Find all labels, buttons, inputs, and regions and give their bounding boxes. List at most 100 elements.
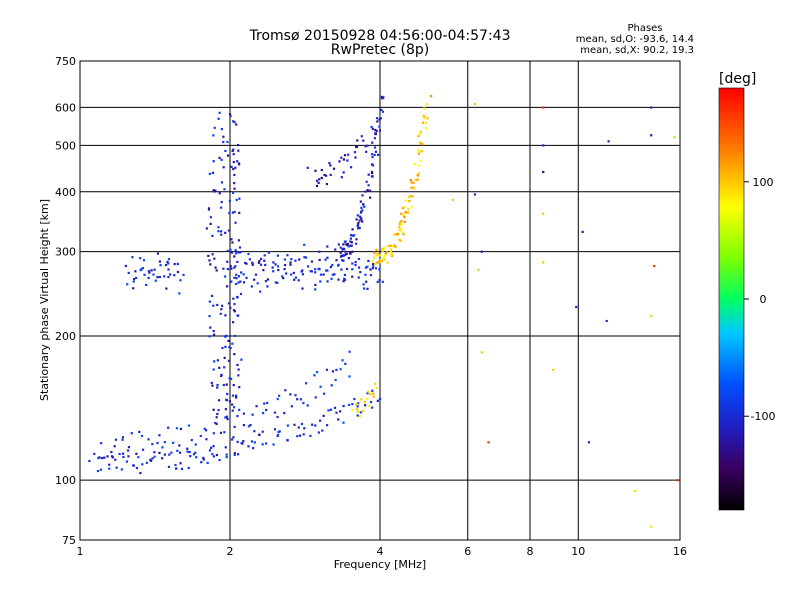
data-point <box>374 132 377 135</box>
data-point <box>357 221 360 225</box>
data-point <box>383 255 386 258</box>
data-point <box>163 275 166 278</box>
data-point <box>298 434 302 437</box>
data-point <box>383 247 386 250</box>
data-point <box>253 430 256 433</box>
data-point <box>370 163 374 166</box>
data-point <box>226 154 230 157</box>
data-point <box>202 458 205 461</box>
data-point <box>205 227 208 230</box>
data-point <box>249 423 252 427</box>
data-point <box>278 430 281 433</box>
data-point <box>366 189 369 192</box>
data-point <box>416 173 419 177</box>
data-point <box>226 418 229 421</box>
data-point <box>108 467 111 470</box>
data-point <box>273 411 277 414</box>
data-point <box>430 95 433 98</box>
data-point <box>208 335 211 338</box>
data-point <box>215 416 218 419</box>
colorbar-tick-label: 100 <box>753 176 774 189</box>
data-point <box>135 466 139 470</box>
x-tick-label: 10 <box>571 545 585 558</box>
data-point <box>127 455 130 458</box>
data-point <box>306 265 310 268</box>
data-point <box>212 333 216 336</box>
data-point <box>358 215 362 218</box>
data-point <box>207 207 211 210</box>
data-point <box>228 212 231 215</box>
data-point <box>309 434 312 437</box>
data-point <box>375 386 378 390</box>
data-point <box>676 479 679 482</box>
data-point <box>151 443 154 446</box>
data-point <box>218 111 221 114</box>
data-point <box>634 489 637 493</box>
data-point <box>357 257 361 261</box>
grid-lines <box>80 61 680 540</box>
data-point <box>283 268 286 271</box>
data-point <box>303 256 306 259</box>
data-point <box>329 408 332 411</box>
data-point <box>357 266 361 269</box>
data-point <box>293 278 296 281</box>
data-point <box>343 240 347 243</box>
data-point <box>389 250 392 253</box>
data-point <box>418 141 422 144</box>
data-point <box>356 214 359 217</box>
data-point <box>417 152 421 155</box>
data-point <box>347 153 350 156</box>
data-point <box>93 452 96 456</box>
data-point <box>163 441 166 444</box>
data-point <box>341 359 344 362</box>
data-point <box>341 259 344 262</box>
data-point <box>207 254 210 257</box>
data-point <box>286 424 289 427</box>
data-point <box>235 396 238 399</box>
data-point <box>407 196 411 199</box>
data-point <box>210 294 214 297</box>
data-point <box>245 276 248 279</box>
data-point <box>331 273 334 276</box>
y-tick-label: 750 <box>55 55 76 68</box>
data-point <box>233 453 236 456</box>
data-point <box>351 402 354 406</box>
data-point <box>242 412 246 415</box>
data-point <box>390 253 393 257</box>
data-point <box>314 283 317 287</box>
data-point <box>220 200 223 204</box>
data-point <box>282 277 285 280</box>
data-point <box>153 451 156 454</box>
data-point <box>297 279 300 282</box>
data-point <box>379 117 382 120</box>
data-point <box>351 234 354 237</box>
data-point <box>587 441 591 444</box>
data-point <box>340 156 343 159</box>
data-point <box>234 252 238 255</box>
y-tick-label: 75 <box>62 534 76 547</box>
data-point <box>357 227 360 230</box>
data-point <box>110 450 113 454</box>
data-point <box>208 300 211 303</box>
data-point <box>217 117 220 120</box>
data-point <box>317 431 320 434</box>
data-point <box>227 229 230 232</box>
data-point <box>400 220 403 223</box>
data-point <box>265 408 268 412</box>
data-point <box>220 181 224 184</box>
data-point <box>419 130 422 133</box>
data-point <box>234 166 237 169</box>
data-point <box>303 243 306 246</box>
data-point <box>166 260 169 264</box>
data-point <box>389 248 393 251</box>
data-point <box>264 442 268 445</box>
data-point <box>340 268 343 271</box>
data-point <box>232 160 235 164</box>
data-point <box>359 216 363 219</box>
x-tick-label: 8 <box>527 545 534 558</box>
data-point <box>542 170 545 174</box>
data-point <box>217 399 221 402</box>
data-point <box>231 149 234 153</box>
data-point <box>208 259 211 262</box>
data-point <box>355 238 358 241</box>
